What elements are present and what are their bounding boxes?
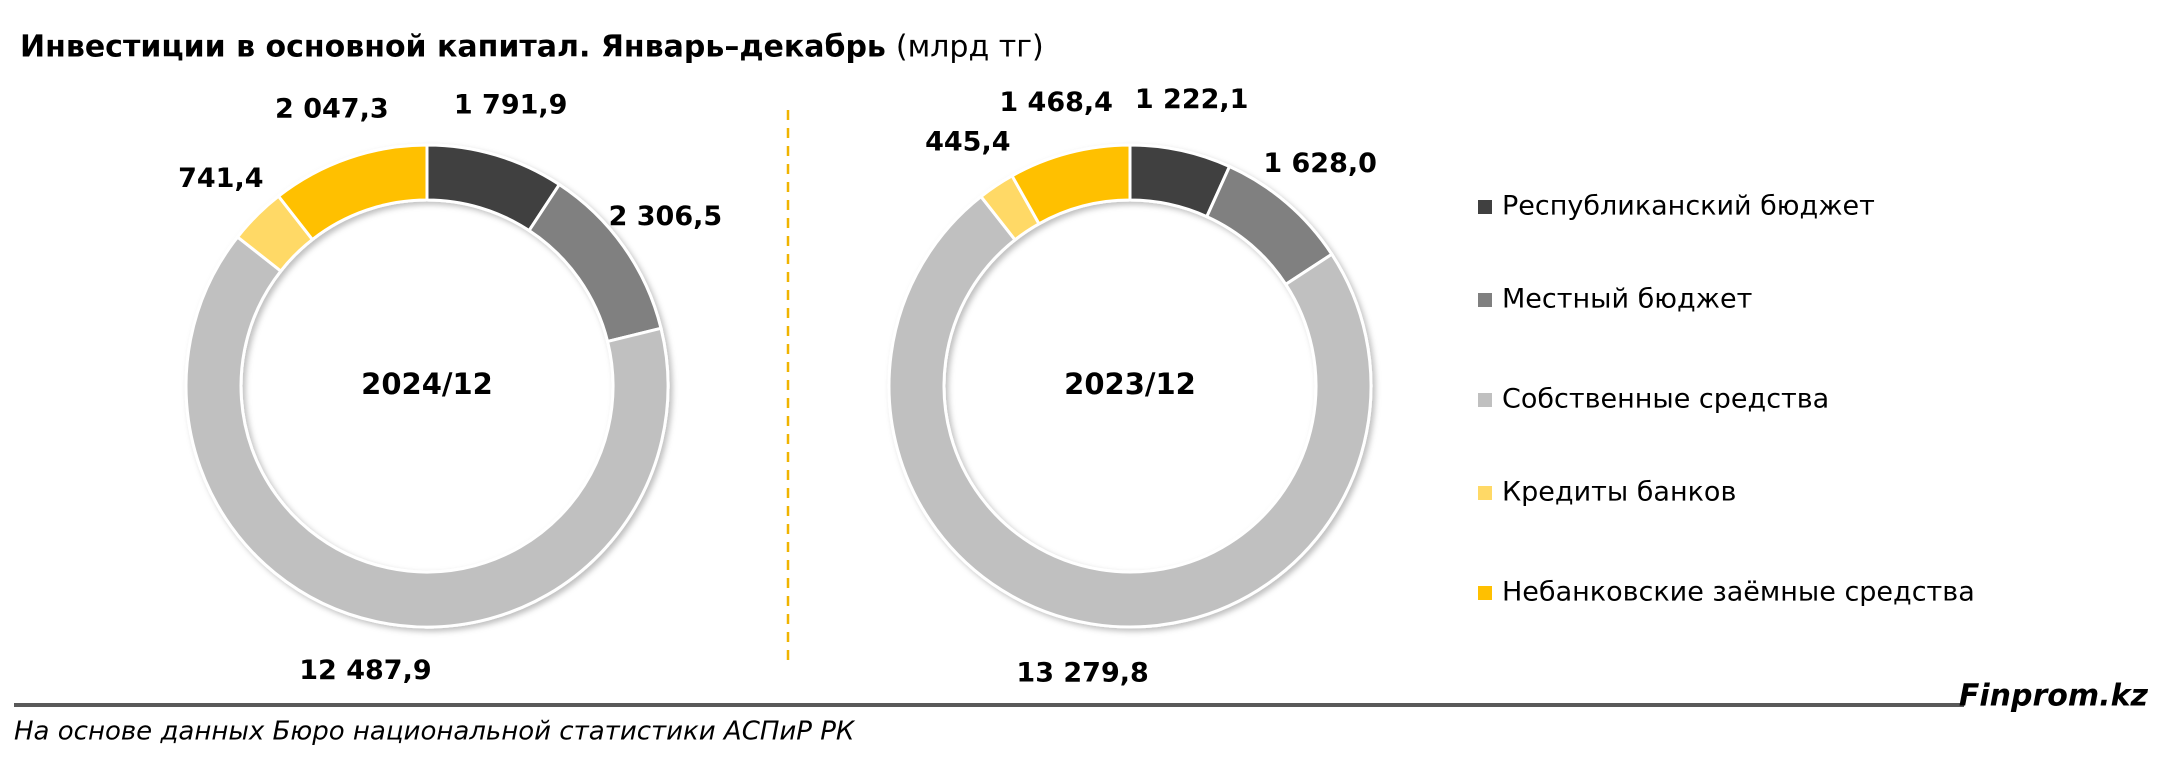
brand: Finprom.kz — [1959, 679, 2149, 714]
legend-label: Республиканский бюджет — [1502, 191, 1875, 222]
center-label: 2023/12 — [1064, 367, 1196, 401]
legend-label: Кредиты банков — [1502, 477, 1736, 508]
value-label: 741,4 — [178, 163, 263, 194]
donut — [887, 143, 1373, 629]
legend-swatch — [1478, 486, 1492, 500]
donut — [184, 143, 670, 629]
value-label: 1 222,1 — [1135, 84, 1249, 115]
chart-title: Инвестиции в основной капитал. Январь–де… — [20, 30, 886, 65]
value-label: 2 047,3 — [275, 93, 389, 124]
center-label: 2024/12 — [361, 367, 493, 401]
donut-segment — [276, 143, 429, 242]
legend-swatch — [1478, 293, 1492, 307]
legend-swatch — [1478, 200, 1492, 214]
legend-label: Местный бюджет — [1502, 284, 1752, 315]
value-label: 1 468,4 — [999, 87, 1113, 118]
value-label: 1 628,0 — [1263, 148, 1377, 179]
donut-segment — [184, 234, 670, 629]
legend-label: Небанковские заёмные средства — [1502, 577, 1975, 608]
donut-segment — [887, 194, 1373, 629]
legend-swatch — [1478, 393, 1492, 407]
source-note: На основе данных Бюро национальной стати… — [14, 717, 856, 747]
value-label: 2 306,5 — [609, 201, 723, 232]
value-label: 445,4 — [925, 127, 1010, 158]
legend-swatch — [1478, 586, 1492, 600]
legend-label: Собственные средства — [1502, 384, 1829, 415]
value-label: 13 279,8 — [1016, 658, 1148, 689]
unit-label: (млрд тг) — [896, 30, 1044, 65]
value-label: 1 791,9 — [454, 90, 568, 121]
donut-segment — [1010, 143, 1132, 226]
value-label: 12 487,9 — [299, 655, 431, 686]
